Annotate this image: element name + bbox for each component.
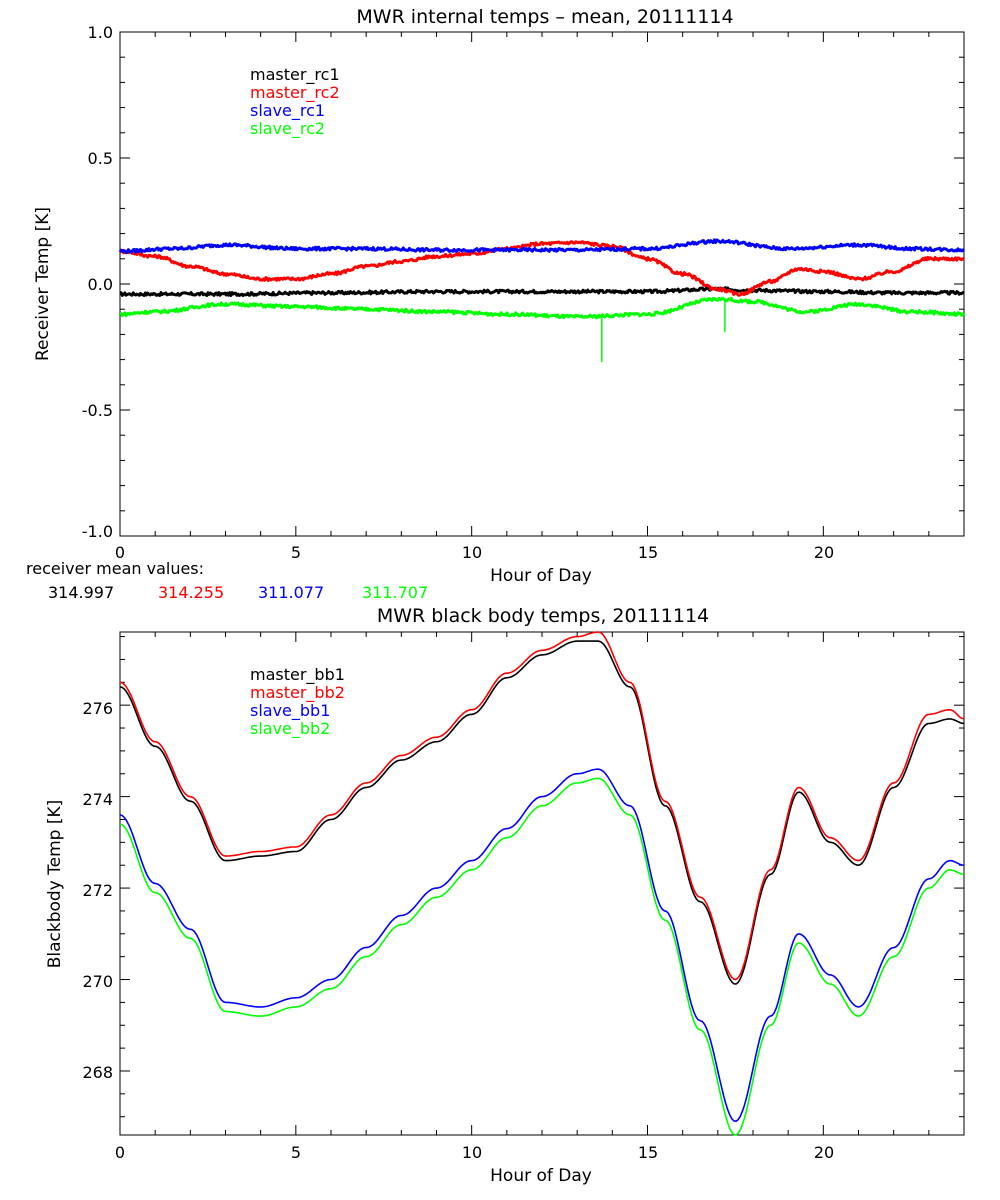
series-group [118,238,966,363]
x-tick-label: 15 [638,1143,658,1162]
legend-slave-rc1: slave_rc1 [250,101,325,121]
series-line-slave-rc2 [119,296,966,320]
x-tick-label: 20 [814,1143,834,1162]
y-tick-label: 0.5 [88,149,113,168]
series-line-slave-rc1 [118,238,965,254]
legend-master-bb1: master_bb1 [250,665,345,685]
legend-master-rc2: master_rc2 [250,83,340,103]
tick-labels: 0 5 10 15 20 1.0 0.5 0.0 -0.5 -1.0 [82,23,834,562]
series-line-master-bb2 [119,631,965,981]
mean-value-slave-rc2: 311.707 [362,583,428,602]
x-tick-label: 10 [462,543,482,562]
legend-slave-bb1: slave_bb1 [250,701,330,721]
y-tick-label: -0.5 [82,401,113,420]
legend-master-bb2: master_bb2 [250,683,345,703]
chart-internal-temps: MWR internal temps – mean, 20111114 0 5 … [33,6,966,586]
y-tick-label: 270 [82,972,113,991]
mean-values-label: receiver mean values: [26,559,204,578]
plot-frame [119,631,965,1136]
y-tick-label: 276 [82,699,113,718]
chart-title: MWR internal temps – mean, 20111114 [356,6,733,28]
y-tick-label: 268 [82,1063,113,1082]
y-axis-label: Blackbody Temp [K] [45,800,65,969]
axis-ticks [119,31,965,537]
x-tick-label: 0 [115,1143,125,1162]
x-tick-label: 0 [115,543,125,562]
chart-blackbody-temps: MWR black body temps, 20111114 0 5 10 15… [45,605,965,1186]
y-tick-label: 272 [82,881,113,900]
series-line-master-rc2 [118,240,965,297]
x-tick-label: 5 [291,1143,301,1162]
legend-slave-bb2: slave_bb2 [250,719,330,739]
y-axis-label: Receiver Temp [K] [33,207,53,361]
legend-master-rc1: master_rc1 [250,65,340,85]
y-tick-label: -1.0 [82,522,113,541]
chart-title: MWR black body temps, 20111114 [377,605,709,627]
legend-slave-rc2: slave_rc2 [250,119,325,139]
receiver-mean-values: receiver mean values: 314.997 314.255 31… [26,559,428,602]
y-tick-label: 0.0 [88,275,113,294]
axis-ticks [119,632,965,1135]
x-tick-label: 10 [462,1143,482,1162]
x-tick-label: 5 [291,543,301,562]
series-line-master-rc1 [119,286,965,297]
x-axis-label: Hour of Day [490,1166,592,1186]
x-tick-label: 15 [638,543,658,562]
legend: master_bb1 master_bb2 slave_bb1 slave_bb… [250,665,345,739]
y-tick-label: 1.0 [88,23,113,42]
x-axis-label: Hour of Day [490,566,592,586]
series-group [119,631,965,1136]
series-line-slave-bb1 [119,768,965,1122]
plot-frame [119,31,965,537]
mean-value-master-rc1: 314.997 [48,583,114,602]
y-tick-label: 274 [82,790,113,809]
series-line-master-bb1 [119,640,965,985]
tick-labels: 0 5 10 15 20 268 270 272 274 276 [82,699,834,1162]
mean-value-master-rc2: 314.255 [158,583,224,602]
x-tick-label: 20 [814,543,834,562]
series-line-slave-bb2 [119,777,965,1136]
legend: master_rc1 master_rc2 slave_rc1 slave_rc… [250,65,340,139]
mean-value-slave-rc1: 311.077 [258,583,324,602]
